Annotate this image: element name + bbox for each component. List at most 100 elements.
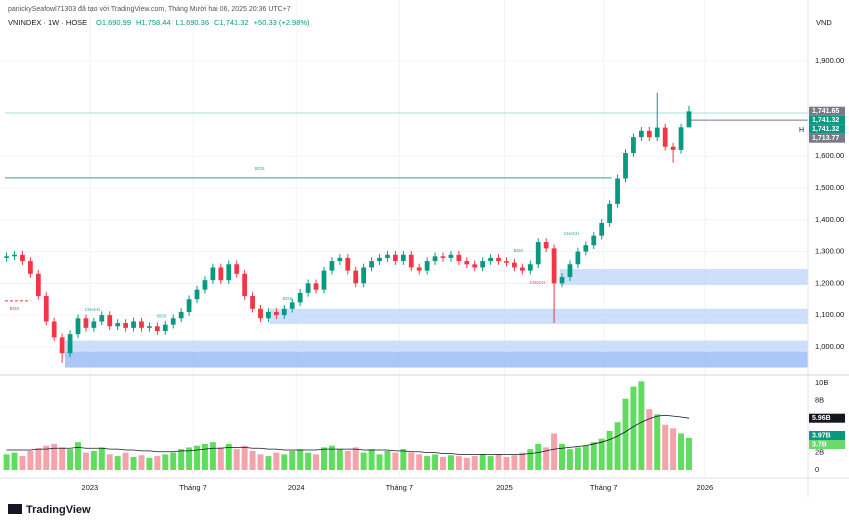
x-tick-label: Tháng 7 xyxy=(179,483,207,492)
x-tick-label: 2025 xyxy=(496,483,513,492)
candle-body xyxy=(646,130,652,138)
candle-body xyxy=(408,254,414,268)
volume-bar xyxy=(67,449,74,470)
candle-body xyxy=(99,315,105,322)
symbol: VNINDEX · 1W · HOSE xyxy=(8,18,87,27)
volume-bar xyxy=(503,456,510,470)
annotation: BOS xyxy=(157,313,167,318)
annotation: CHoCH xyxy=(529,280,545,285)
candle-body xyxy=(43,296,49,322)
volume-bar xyxy=(35,448,42,470)
candle-body xyxy=(424,261,430,271)
candle-body xyxy=(83,318,89,328)
currency: VND xyxy=(816,18,832,27)
volume-bar xyxy=(511,455,518,470)
annotation: CHoCH xyxy=(564,231,580,236)
price-label-box xyxy=(809,124,845,134)
candle-body xyxy=(139,321,144,328)
volume-bar xyxy=(455,456,462,470)
candle-body xyxy=(559,276,565,284)
ohlc-label: O1,690.99 xyxy=(96,18,131,27)
volume-bar xyxy=(670,428,677,470)
volume-bar xyxy=(400,449,407,470)
y-tick-label: 1,200.00 xyxy=(815,278,844,287)
candle-body xyxy=(210,267,216,281)
volume-bar xyxy=(336,449,343,470)
volume-bar xyxy=(313,454,320,470)
candle-body xyxy=(250,296,255,309)
candle-body xyxy=(234,264,240,274)
volume-bar xyxy=(114,456,121,470)
volume-bar xyxy=(463,457,470,470)
candle-body xyxy=(472,264,478,268)
volume-bar xyxy=(344,450,351,470)
volume-bar xyxy=(471,456,478,470)
candle-body xyxy=(281,308,287,316)
candle-body xyxy=(345,257,351,271)
y-tick-label: 1,500.00 xyxy=(815,183,844,192)
volume-bar xyxy=(384,450,391,470)
candle-body xyxy=(242,273,248,297)
candle-body xyxy=(575,251,581,265)
candle-body xyxy=(504,261,509,263)
zone xyxy=(64,340,809,352)
candle-body xyxy=(400,254,406,262)
price-label-box xyxy=(809,133,845,143)
volume-bar xyxy=(614,422,621,470)
candle-body xyxy=(115,323,121,327)
volume-bar xyxy=(527,449,534,470)
volume-bar xyxy=(233,449,240,470)
volume-ma xyxy=(6,414,690,455)
annotation: CHoCH xyxy=(85,307,101,312)
candle-body xyxy=(337,257,343,262)
x-tick-label: 2023 xyxy=(82,483,99,492)
volume-bar xyxy=(598,438,605,470)
zone xyxy=(559,269,808,285)
y2-tick-label: 10B xyxy=(815,378,828,387)
volume-label-box xyxy=(809,430,845,440)
volume-bar xyxy=(217,447,224,470)
logo: TradingView xyxy=(26,504,91,516)
volume-bar xyxy=(154,456,161,470)
candle-body xyxy=(567,264,573,277)
volume-bar xyxy=(281,454,288,470)
y2-tick-label: 2B xyxy=(815,448,824,457)
candle-body xyxy=(377,257,382,262)
candle-body xyxy=(321,270,327,290)
volume-bar xyxy=(328,445,335,470)
candle-body xyxy=(273,311,279,316)
candle-body xyxy=(488,257,493,262)
zone xyxy=(269,308,808,325)
volume-bar xyxy=(201,443,208,470)
volume-bar xyxy=(273,452,280,470)
volume-bar xyxy=(662,424,669,470)
volume-bar xyxy=(146,457,153,470)
candle-body xyxy=(162,324,168,332)
candle-body xyxy=(4,256,9,258)
volume-bar xyxy=(447,455,454,470)
x-tick-label: Tháng 7 xyxy=(590,483,618,492)
volume-bar xyxy=(376,454,383,470)
candle-body xyxy=(194,289,200,300)
volume-bar xyxy=(646,409,653,470)
volume-bar xyxy=(535,443,542,470)
candle-body xyxy=(186,299,192,312)
annotation: BOS xyxy=(283,296,293,301)
volume-bar xyxy=(225,443,232,470)
candle-body xyxy=(123,323,128,328)
ohlc-label: H1,758.44 xyxy=(136,18,171,27)
candle-body xyxy=(147,326,152,328)
candle-body xyxy=(20,254,25,262)
volume-bar xyxy=(559,443,566,470)
candle-body xyxy=(289,302,295,309)
candle-body xyxy=(178,311,184,319)
price-label: 1,741.32 xyxy=(812,117,839,124)
volume-bar xyxy=(566,449,573,470)
candle-body xyxy=(202,280,208,290)
price-label: 1,741.32 xyxy=(812,126,839,133)
candle-body xyxy=(662,127,668,147)
volume-bar xyxy=(638,381,645,470)
